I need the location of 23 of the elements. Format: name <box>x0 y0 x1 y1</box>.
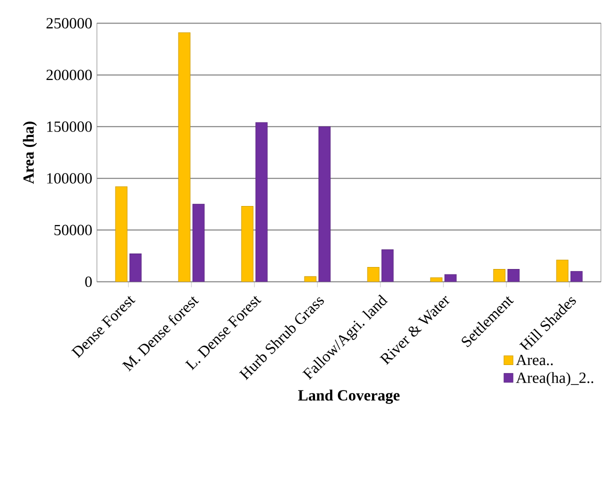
bar <box>508 269 520 282</box>
y-tick-label: 50000 <box>54 224 92 236</box>
bar <box>115 186 128 282</box>
bar <box>178 32 190 282</box>
bar <box>381 249 394 282</box>
legend-label: Area.. <box>516 354 553 366</box>
y-tick-label: 100000 <box>47 172 92 184</box>
y-axis-title: Area (ha) <box>22 121 37 184</box>
bar <box>255 122 268 282</box>
bar <box>241 206 254 282</box>
bar <box>556 260 568 282</box>
y-tick-label: 250000 <box>46 18 92 28</box>
bar <box>367 266 380 282</box>
legend-label: Area(ha)_2.. <box>516 372 594 386</box>
y-tick-label: 150000 <box>47 121 92 132</box>
bar <box>129 253 142 282</box>
x-axis-title: Land Coverage <box>298 389 400 404</box>
bar <box>192 204 205 282</box>
y-tick-label: 200000 <box>46 70 92 80</box>
y-tick-label: 0 <box>85 276 92 287</box>
bar <box>318 126 331 282</box>
bar <box>570 270 583 282</box>
bar <box>494 269 506 282</box>
